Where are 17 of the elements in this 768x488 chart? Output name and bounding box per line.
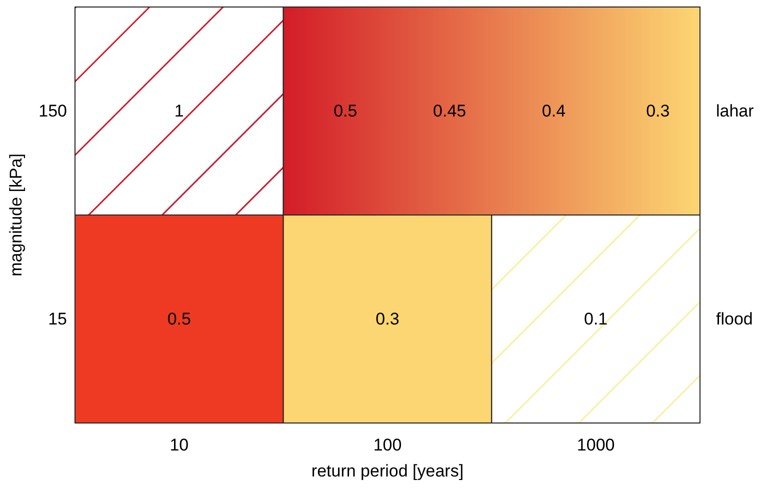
- annotation: 0.4: [542, 102, 566, 120]
- y-tick-label: 15: [48, 310, 67, 328]
- x-axis-title: return period [years]: [311, 462, 464, 480]
- data-label: 0.5: [167, 310, 191, 328]
- annotation: 0.5: [334, 102, 358, 120]
- y2-tick-label: flood: [716, 310, 753, 328]
- data-label: 0.1: [584, 310, 608, 328]
- annotation: 0.45: [433, 102, 466, 120]
- y-tick-label: 150: [38, 102, 67, 120]
- y-axis-title: magnitude [kPa]: [6, 154, 26, 276]
- data-label: 1: [174, 102, 184, 120]
- x-tick-label: 1000: [576, 436, 615, 454]
- x-tick-label: 100: [373, 436, 402, 454]
- x-tick-label: 10: [170, 436, 189, 454]
- data-label: 0.3: [376, 310, 400, 328]
- annotation: 0.3: [646, 102, 670, 120]
- y2-tick-label: lahar: [716, 102, 754, 120]
